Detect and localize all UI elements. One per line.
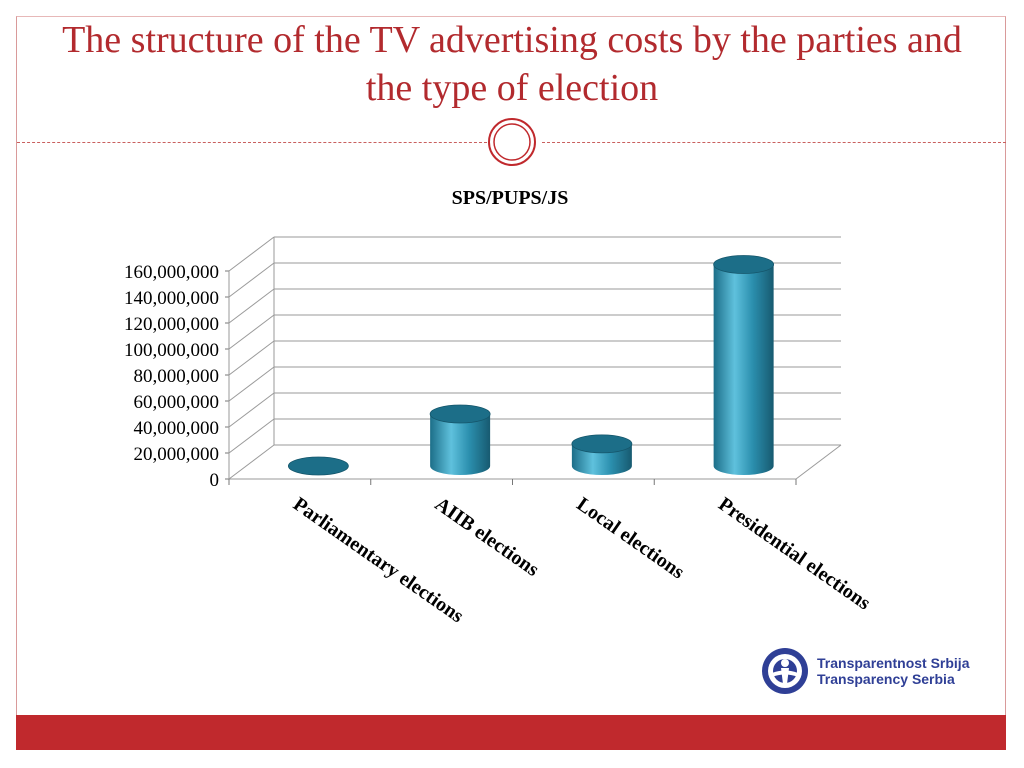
y-tick-label: 20,000,000	[134, 444, 220, 465]
x-tick-label: Local elections	[573, 493, 689, 583]
bottom-bar	[16, 715, 1006, 750]
bar-top	[713, 255, 775, 274]
y-tick-label: 80,000,000	[134, 366, 220, 387]
slide-frame	[16, 16, 1006, 750]
floor-edge	[795, 444, 842, 480]
bar-body	[713, 264, 774, 475]
bar-top	[429, 404, 491, 424]
title-divider-left	[17, 142, 487, 143]
y-tick-label: 160,000,000	[124, 262, 219, 283]
bar	[571, 434, 633, 475]
gridline-side	[228, 418, 275, 454]
logo-line-1: Transparentnost Srbija	[817, 655, 970, 671]
slide-title: The structure of the TV advertising cost…	[62, 19, 962, 109]
circle-ornament-icon	[488, 118, 536, 166]
y-tick-label: 100,000,000	[124, 340, 219, 361]
x-tick-label: AIIB elections	[431, 493, 543, 581]
bar-top	[287, 456, 349, 476]
x-tick-label: Presidential elections	[714, 493, 874, 614]
bar-body	[430, 414, 491, 475]
transparency-serbia-logo-icon	[762, 648, 808, 694]
y-tick-label: 0	[210, 470, 220, 491]
gridline-side	[228, 340, 275, 376]
y-tick-label: 60,000,000	[134, 392, 220, 413]
logo-text: Transparentnost Srbija Transparency Serb…	[817, 655, 969, 687]
bar	[429, 404, 491, 475]
y-tick-label: 140,000,000	[124, 288, 219, 309]
bar	[287, 456, 349, 476]
gridline-side	[228, 262, 275, 298]
title-divider-right	[542, 142, 1006, 143]
bar	[713, 255, 775, 475]
chart-title: SPS/PUPS/JS	[452, 187, 569, 209]
gridline-side	[228, 444, 275, 480]
gridline-side	[228, 392, 275, 428]
logo: Transparentnost Srbija Transparency Serb…	[760, 646, 990, 696]
gridline-side	[228, 366, 275, 402]
y-tick-label: 40,000,000	[134, 418, 220, 439]
bar-top	[571, 434, 633, 454]
logo-line-2: Transparency Serbia	[817, 671, 955, 687]
gridline-side	[228, 288, 275, 324]
gridline-side	[228, 236, 275, 272]
gridline-side	[228, 314, 275, 350]
y-tick-label: 120,000,000	[124, 314, 219, 335]
